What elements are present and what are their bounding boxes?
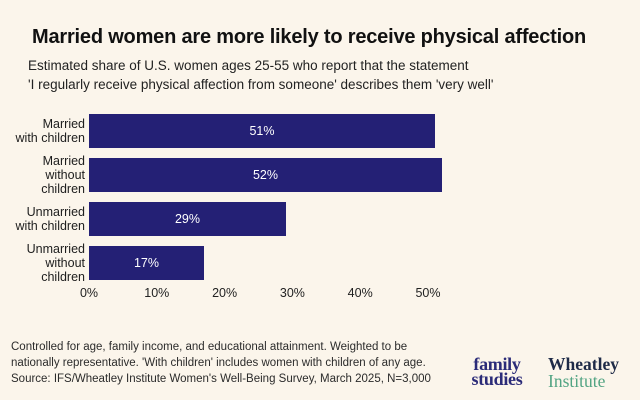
x-axis-tick-label: 10% — [144, 286, 170, 300]
bar-row: Unmarried with children 29% — [0, 202, 640, 236]
category-label: Married with children — [15, 117, 85, 145]
x-axis-tick-label: 0% — [79, 286, 99, 300]
data-bar: 52% — [89, 158, 442, 192]
x-axis-tick-label: 30% — [279, 286, 305, 300]
bar-value-label: 51% — [249, 124, 275, 138]
x-axis: 0% 10% 20% 30% 40% 50% — [0, 286, 640, 302]
bar-row: Unmarried without children 17% — [0, 242, 640, 284]
family-studies-logo-line-2: studies — [471, 369, 523, 389]
category-label: Unmarried without children — [26, 242, 85, 284]
bar-value-label: 29% — [174, 212, 201, 226]
x-axis-tick-label: 40% — [347, 286, 373, 300]
bar-chart: Married with children 51% Married without ch… — [0, 114, 640, 284]
chart-title: Married women are more likely to receive… — [32, 26, 586, 48]
footnote-line-3: Source: IFS/Wheatley Institute Women's W… — [11, 373, 431, 385]
bar-value-label: 52% — [252, 168, 279, 182]
family-studies-logo-line-1: family — [473, 354, 521, 374]
bar-value-label: 17% — [133, 256, 160, 270]
family-studies-logo: family studies — [452, 354, 542, 389]
category-label: Married without children — [41, 154, 85, 196]
subtitle-line-2: 'I regularly receive physical affection … — [28, 77, 494, 92]
wheatley-institute-logo: Wheatley Institute — [548, 354, 638, 391]
chart-subtitle: Estimated share of U.S. women ages 25-55… — [28, 56, 494, 94]
data-bar: 51% — [89, 114, 435, 148]
bar-row: Married without children 52% — [0, 154, 640, 196]
x-axis-tick-label: 20% — [212, 286, 238, 300]
category-label: Unmarried with children — [15, 205, 85, 233]
wheatley-logo-line-2: Institute — [548, 371, 606, 391]
footnote-line-1: Controlled for age, family income, and e… — [11, 341, 408, 353]
wheatley-logo-line-1: Wheatley — [548, 354, 619, 374]
x-axis-tick-label: 50% — [415, 286, 441, 300]
footnote: Controlled for age, family income, and e… — [11, 339, 431, 387]
data-bar: 29% — [89, 202, 286, 236]
footnote-line-2: nationally representative. 'With childre… — [11, 357, 426, 369]
subtitle-line-1: Estimated share of U.S. women ages 25-55… — [28, 58, 469, 73]
bar-row: Married with children 51% — [0, 114, 640, 148]
data-bar: 17% — [89, 246, 204, 280]
